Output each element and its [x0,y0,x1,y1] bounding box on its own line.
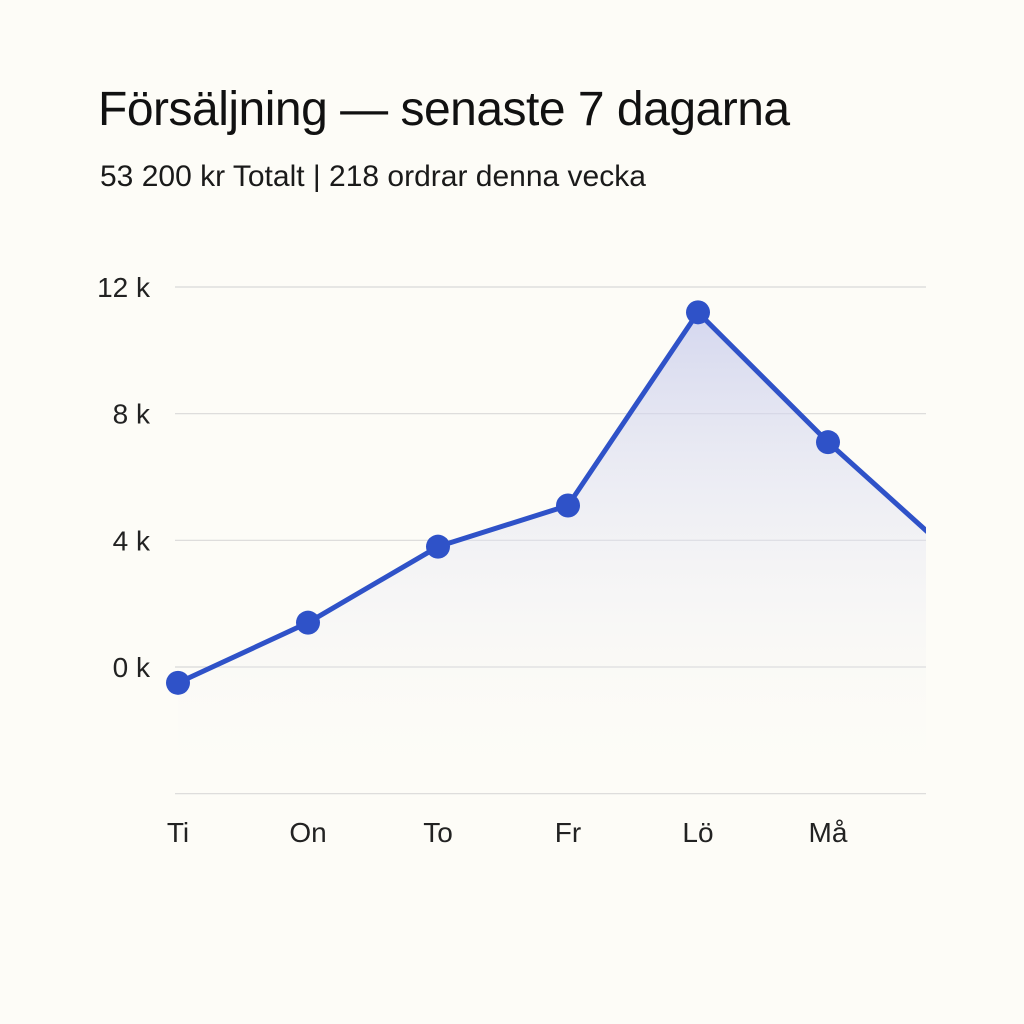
series-area [178,312,926,794]
x-axis-ticks: Ti On To Fr Lö Må [167,817,848,848]
chart-subtitle: 53 200 kr Totalt | 218 ordrar denna veck… [100,160,646,193]
data-point [686,300,710,325]
x-tick-label: Må [809,817,848,848]
data-point [816,430,840,455]
x-tick-label: On [289,817,326,848]
x-tick-label: Ti [167,817,189,848]
data-point [556,493,580,518]
y-tick-label: 8 k [113,399,151,430]
x-tick-label: Lö [682,817,713,848]
x-tick-label: Fr [555,817,581,848]
data-point [166,670,190,695]
y-axis-ticks: 12 k 8 k 4 k 0 k [97,272,151,683]
data-point [296,610,320,635]
data-point [426,534,450,559]
y-tick-label: 12 k [97,272,151,303]
x-tick-label: To [423,817,453,848]
sales-series [166,300,926,794]
y-tick-label: 0 k [113,652,151,683]
chart-title: Försäljning — senaste 7 dagarna [98,83,790,136]
y-tick-label: 4 k [113,525,151,556]
